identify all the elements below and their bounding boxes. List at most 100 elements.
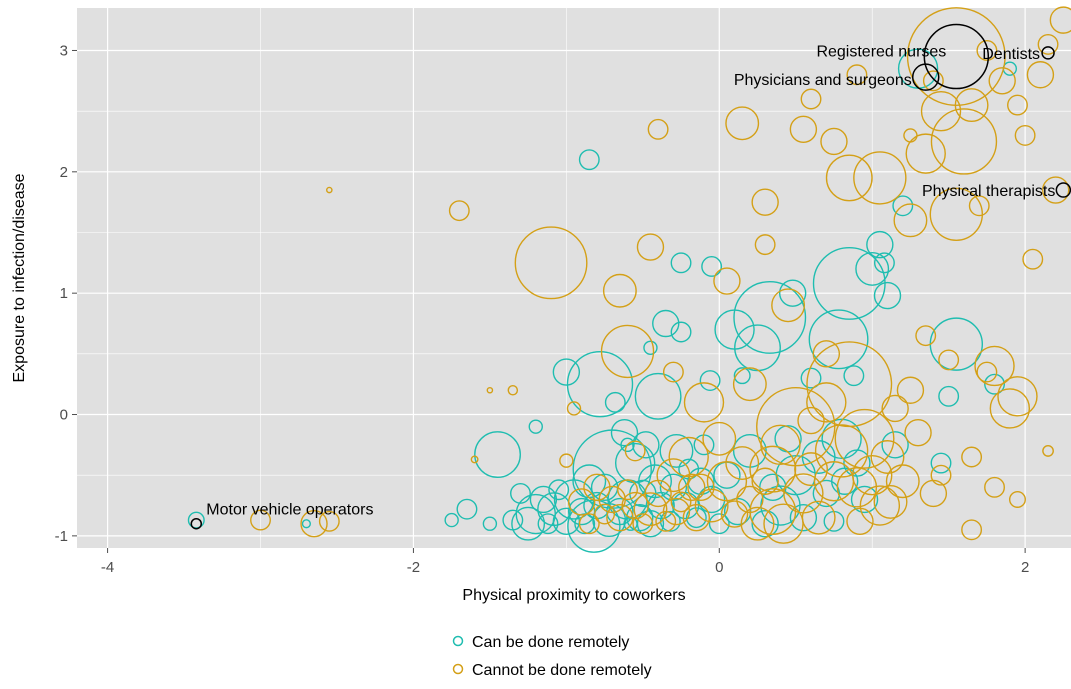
point-not-remote	[1037, 33, 1059, 55]
legend-key-not-remote	[452, 663, 464, 675]
point-not-remote	[1022, 248, 1044, 270]
point-not-remote	[893, 203, 928, 238]
point-remote	[938, 385, 960, 407]
point-not-remote	[470, 455, 479, 464]
point-not-remote	[668, 436, 709, 478]
point-not-remote	[989, 388, 1031, 429]
point-not-remote	[825, 154, 873, 202]
point-not-remote	[250, 509, 271, 531]
legend-label-not-remote: Cannot be done remotely	[472, 662, 652, 679]
point-not-remote	[559, 453, 574, 468]
point-remote	[708, 513, 730, 535]
point-not-remote	[633, 492, 668, 527]
point-not-remote	[870, 440, 905, 474]
point-not-remote	[771, 288, 806, 323]
point-not-remote	[836, 467, 878, 508]
point-remote	[634, 372, 682, 420]
point-remote	[789, 503, 818, 532]
point-not-remote	[961, 446, 983, 468]
y-axis-ticks: -1 0 1 2 3	[55, 42, 77, 545]
y-tick-label: 2	[60, 164, 68, 181]
point-not-remote	[740, 506, 775, 541]
point-remote	[751, 510, 779, 538]
point-remote	[850, 485, 879, 514]
point-not-remote	[881, 394, 909, 423]
point-not-remote	[794, 452, 828, 487]
point-remote	[552, 358, 581, 386]
point-not-remote	[678, 473, 706, 502]
point-not-remote	[683, 382, 725, 423]
point-not-remote	[904, 419, 932, 447]
y-tick-label: 3	[60, 42, 68, 59]
point-not-remote	[1042, 445, 1054, 457]
point-not-remote	[915, 325, 937, 347]
point-remote	[670, 321, 692, 343]
point-remote	[537, 513, 559, 535]
point-not-remote	[600, 324, 655, 379]
annotation-physicians-and-surgeons: Physicians and surgeons	[734, 72, 912, 89]
point-not-remote	[885, 464, 920, 499]
point-remote	[843, 449, 871, 477]
point-remote	[652, 309, 680, 338]
point-not-remote	[749, 445, 797, 493]
point-remote	[670, 252, 692, 274]
point-not-remote	[930, 464, 952, 486]
data-points	[187, 6, 1071, 553]
point-not-remote	[763, 503, 804, 544]
point-remote	[482, 516, 498, 531]
y-tick-label: 1	[60, 285, 68, 302]
point-remote	[881, 431, 909, 459]
point-remote	[604, 391, 626, 413]
point-not-remote	[906, 7, 1006, 106]
point-remote	[873, 252, 895, 274]
point-not-remote	[1042, 176, 1070, 204]
point-not-remote	[514, 226, 588, 300]
point-remote	[620, 437, 635, 453]
point-remote	[855, 251, 890, 286]
point-not-remote	[567, 488, 596, 516]
point-not-remote	[720, 500, 749, 528]
point-not-remote	[754, 234, 776, 256]
point-not-remote	[1014, 124, 1036, 146]
point-not-remote	[670, 491, 692, 513]
point-not-remote	[682, 503, 711, 532]
point-not-remote	[702, 421, 737, 456]
point-not-remote	[694, 488, 729, 523]
point-not-remote	[988, 67, 1016, 95]
plot-panel	[77, 8, 1071, 548]
point-not-remote	[636, 233, 665, 261]
point-not-remote	[859, 485, 901, 526]
point-remote	[892, 195, 914, 217]
point-not-remote	[486, 386, 494, 394]
point-not-remote	[852, 454, 893, 496]
point-not-remote	[725, 106, 760, 141]
point-not-remote	[806, 382, 847, 423]
point-not-remote	[834, 408, 895, 469]
point-not-remote	[1049, 6, 1071, 34]
point-not-remote	[326, 186, 333, 194]
point-remote	[808, 309, 869, 370]
point-not-remote	[846, 64, 868, 86]
y-axis-title: Exposure to infection/disease	[11, 173, 28, 382]
point-remote	[930, 452, 952, 474]
point-not-remote	[846, 507, 874, 536]
point-remote	[456, 498, 478, 520]
point-not-remote	[1007, 94, 1028, 116]
point-not-remote	[976, 361, 998, 383]
point-not-remote	[713, 267, 741, 295]
y-tick-label: 0	[60, 407, 68, 424]
annotation-registered-nurses: Registered nurses	[816, 44, 946, 61]
point-remote	[866, 230, 894, 259]
point-not-remote	[632, 513, 654, 535]
point-not-remote	[655, 510, 677, 532]
point-not-remote	[656, 458, 691, 493]
point-not-remote	[617, 479, 638, 501]
point-not-remote	[976, 40, 998, 61]
point-remote	[632, 431, 660, 459]
point-remote	[733, 367, 751, 385]
point-not-remote	[602, 273, 637, 308]
point-not-remote	[930, 108, 998, 175]
point-remote	[638, 464, 672, 499]
highlight-points	[190, 23, 1071, 530]
point-not-remote	[647, 118, 669, 140]
